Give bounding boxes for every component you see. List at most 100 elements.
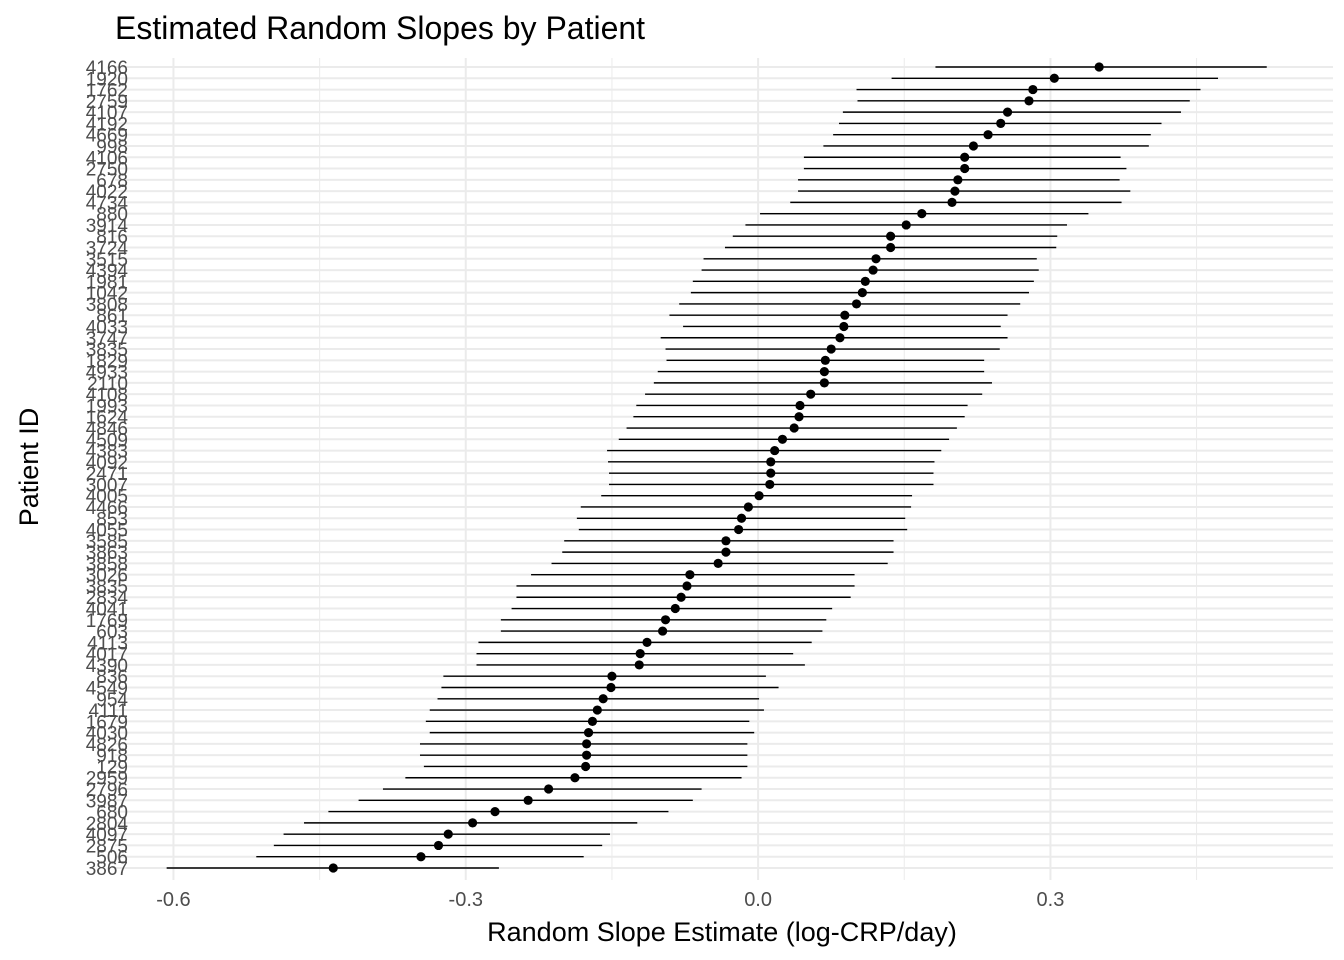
estimate-point	[983, 130, 993, 140]
estimate-point	[598, 694, 608, 704]
estimate-point	[795, 400, 805, 411]
estimate-point	[789, 423, 799, 433]
estimate-point	[770, 445, 780, 456]
estimate-point	[634, 660, 644, 670]
estimate-point	[658, 626, 668, 636]
estimate-point	[1094, 62, 1104, 72]
grid	[115, 58, 1333, 880]
y-tick-label: 2110	[87, 374, 128, 395]
estimate-point	[765, 479, 775, 490]
estimate-point	[953, 175, 963, 185]
estimate-point	[606, 682, 616, 693]
y-tick-label: 4041	[86, 600, 128, 621]
y-tick-label: 998	[96, 137, 128, 158]
y-tick-label: 3858	[86, 554, 128, 575]
y-tick-label: 3026	[86, 566, 128, 587]
estimate-point	[835, 333, 845, 343]
estimate-point	[581, 761, 591, 772]
y-axis-title: Patient ID	[14, 408, 44, 527]
estimate-point	[1002, 107, 1013, 117]
estimate-point	[592, 705, 602, 715]
y-tick-label: 2834	[86, 588, 129, 609]
y-tick-label: 4022	[86, 182, 128, 203]
y-tick-label: 4549	[86, 678, 128, 699]
estimate-point	[721, 536, 731, 546]
y-tick-label: 4826	[86, 735, 128, 756]
estimate-point	[713, 558, 723, 568]
y-tick-label: 1042	[86, 284, 128, 305]
y-tick-label: 1762	[86, 81, 128, 102]
y-tick-label: 3867	[86, 859, 128, 880]
estimate-point	[468, 818, 478, 828]
estimate-point	[947, 197, 957, 207]
chart-title: Estimated Random Slopes by Patient	[115, 10, 645, 46]
y-tick-label: 1624	[86, 408, 129, 429]
y-tick-label: 1993	[86, 396, 128, 417]
estimate-point	[544, 784, 554, 794]
y-tick-label: 2471	[86, 464, 128, 485]
estimate-point	[917, 209, 927, 219]
estimate-point	[642, 637, 652, 647]
estimate-point	[851, 299, 862, 309]
y-tick-label: 603	[96, 622, 128, 643]
y-tick-label: 3987	[86, 791, 128, 812]
estimate-point	[868, 265, 878, 275]
estimate-point	[996, 118, 1006, 129]
estimate-point	[523, 795, 533, 805]
estimate-point	[328, 863, 338, 873]
estimate-point	[1024, 96, 1034, 106]
estimate-point	[583, 728, 594, 738]
estimate-point	[960, 152, 970, 162]
estimate-point	[490, 806, 500, 817]
y-tick-label: 4192	[86, 114, 128, 135]
estimate-point	[443, 829, 453, 839]
estimate-point	[660, 615, 671, 625]
estimate-point	[743, 502, 753, 512]
y-tick-label: 918	[96, 746, 128, 767]
estimate-point	[582, 739, 592, 749]
y-tick-label: 4734	[86, 193, 129, 214]
y-tick-label: 4005	[86, 487, 128, 508]
y-tick-label: 4030	[86, 724, 128, 745]
point-range-series	[166, 62, 1267, 873]
y-tick-label: 506	[96, 848, 128, 869]
y-tick-label: 3724	[86, 239, 129, 260]
y-tick-label: 4106	[86, 148, 128, 169]
estimate-point	[721, 547, 731, 557]
y-tick-label: 3835	[86, 340, 128, 361]
y-tick-label: 4092	[86, 453, 128, 474]
y-tick-label: 836	[96, 667, 128, 688]
x-tick-label: 0.0	[744, 889, 772, 911]
y-tick-label: 3863	[86, 543, 128, 564]
y-tick-label: 4383	[86, 442, 128, 463]
x-axis-title: Random Slope Estimate (log-CRP/day)	[487, 917, 957, 947]
estimate-point	[839, 321, 849, 332]
estimate-point	[570, 773, 580, 783]
y-tick-label: 4055	[86, 521, 128, 542]
estimate-point	[685, 570, 695, 580]
y-tick-label: 1679	[86, 712, 128, 733]
estimate-point	[777, 434, 788, 444]
y-tick-label: 680	[96, 803, 128, 824]
y-tick-label: 4166	[86, 58, 128, 79]
estimate-point	[840, 310, 850, 320]
y-tick-label: 2796	[86, 780, 128, 801]
x-tick-label: -0.6	[156, 889, 190, 911]
estimate-point	[766, 468, 776, 478]
x-axis-tick-labels: -0.6 -0.3 0.0 0.3	[156, 889, 1064, 911]
estimate-point	[635, 649, 645, 659]
y-tick-label: 853	[96, 509, 128, 530]
x-tick-label: -0.3	[449, 889, 483, 911]
y-axis-tick-labels: 3867506287540972804680398727962959129918…	[86, 58, 129, 880]
y-tick-label: 4107	[86, 103, 128, 124]
y-tick-label: 1981	[86, 272, 128, 293]
y-tick-label: 954	[96, 690, 128, 711]
y-tick-label: 4390	[86, 656, 128, 677]
y-tick-label: 861	[96, 306, 128, 327]
y-tick-label: 4933	[86, 363, 128, 384]
y-tick-label: 2750	[86, 160, 128, 181]
y-tick-label: 3747	[86, 329, 128, 350]
estimate-point	[682, 581, 692, 591]
y-tick-label: 2759	[86, 92, 128, 113]
